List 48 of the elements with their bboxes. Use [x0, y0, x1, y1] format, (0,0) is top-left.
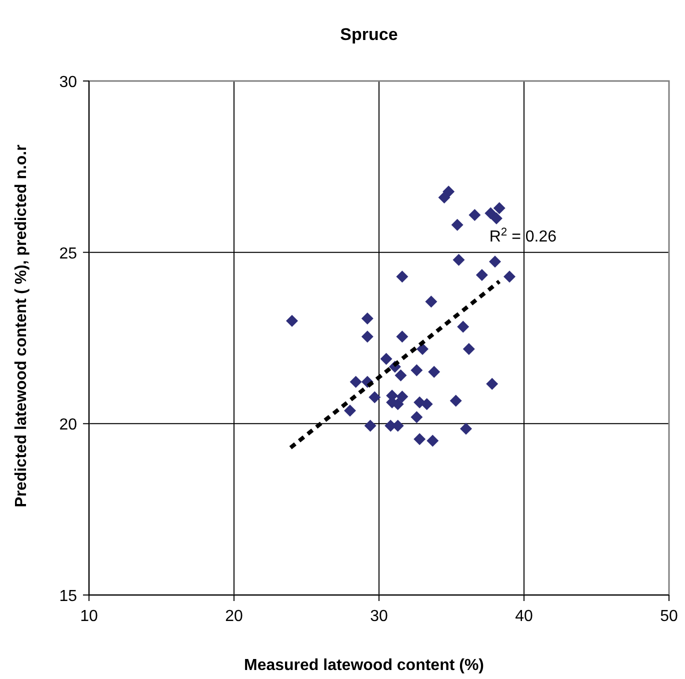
point	[396, 330, 408, 343]
point	[416, 342, 428, 355]
y-tick-label: 30	[59, 74, 78, 91]
point	[410, 364, 423, 376]
point	[396, 390, 408, 403]
x-tick-label: 40	[515, 608, 533, 625]
chart-title: Spruce	[340, 25, 398, 44]
point	[414, 433, 426, 446]
point	[438, 192, 450, 204]
point	[428, 366, 440, 378]
y-axis-title: Predicted latewood content ( %), predicted n.o.r	[13, 144, 30, 508]
point	[493, 202, 506, 214]
point	[368, 391, 381, 404]
point	[396, 270, 408, 283]
point	[504, 270, 516, 283]
point	[361, 330, 374, 343]
point	[361, 312, 374, 324]
point	[451, 218, 464, 231]
point	[486, 378, 498, 390]
x-tick-label: 50	[660, 608, 678, 625]
y-tick-label: 15	[59, 588, 78, 605]
point	[420, 398, 433, 410]
point	[460, 422, 472, 435]
point	[484, 207, 497, 220]
point	[350, 376, 362, 388]
point	[489, 256, 501, 268]
y-tick-label: 25	[59, 245, 78, 262]
y-tick-label: 20	[59, 416, 78, 434]
point	[425, 296, 438, 308]
point	[462, 342, 475, 355]
point	[410, 411, 423, 424]
point	[286, 314, 298, 327]
point	[468, 208, 481, 221]
point	[452, 254, 465, 266]
point	[457, 320, 470, 333]
point	[490, 212, 502, 224]
annotation: R$^{2}$ = 0.26	[489, 226, 557, 246]
point	[450, 394, 462, 407]
point	[364, 420, 376, 432]
x-axis-title: Measured latewood content (%)	[244, 657, 484, 674]
point	[344, 404, 356, 417]
point	[426, 434, 439, 447]
x-tick-label: 20	[225, 608, 243, 625]
x-tick-label: 30	[370, 608, 388, 625]
point	[380, 352, 392, 365]
x-tick-label: 10	[80, 608, 98, 625]
point	[394, 369, 407, 382]
point	[476, 268, 488, 281]
